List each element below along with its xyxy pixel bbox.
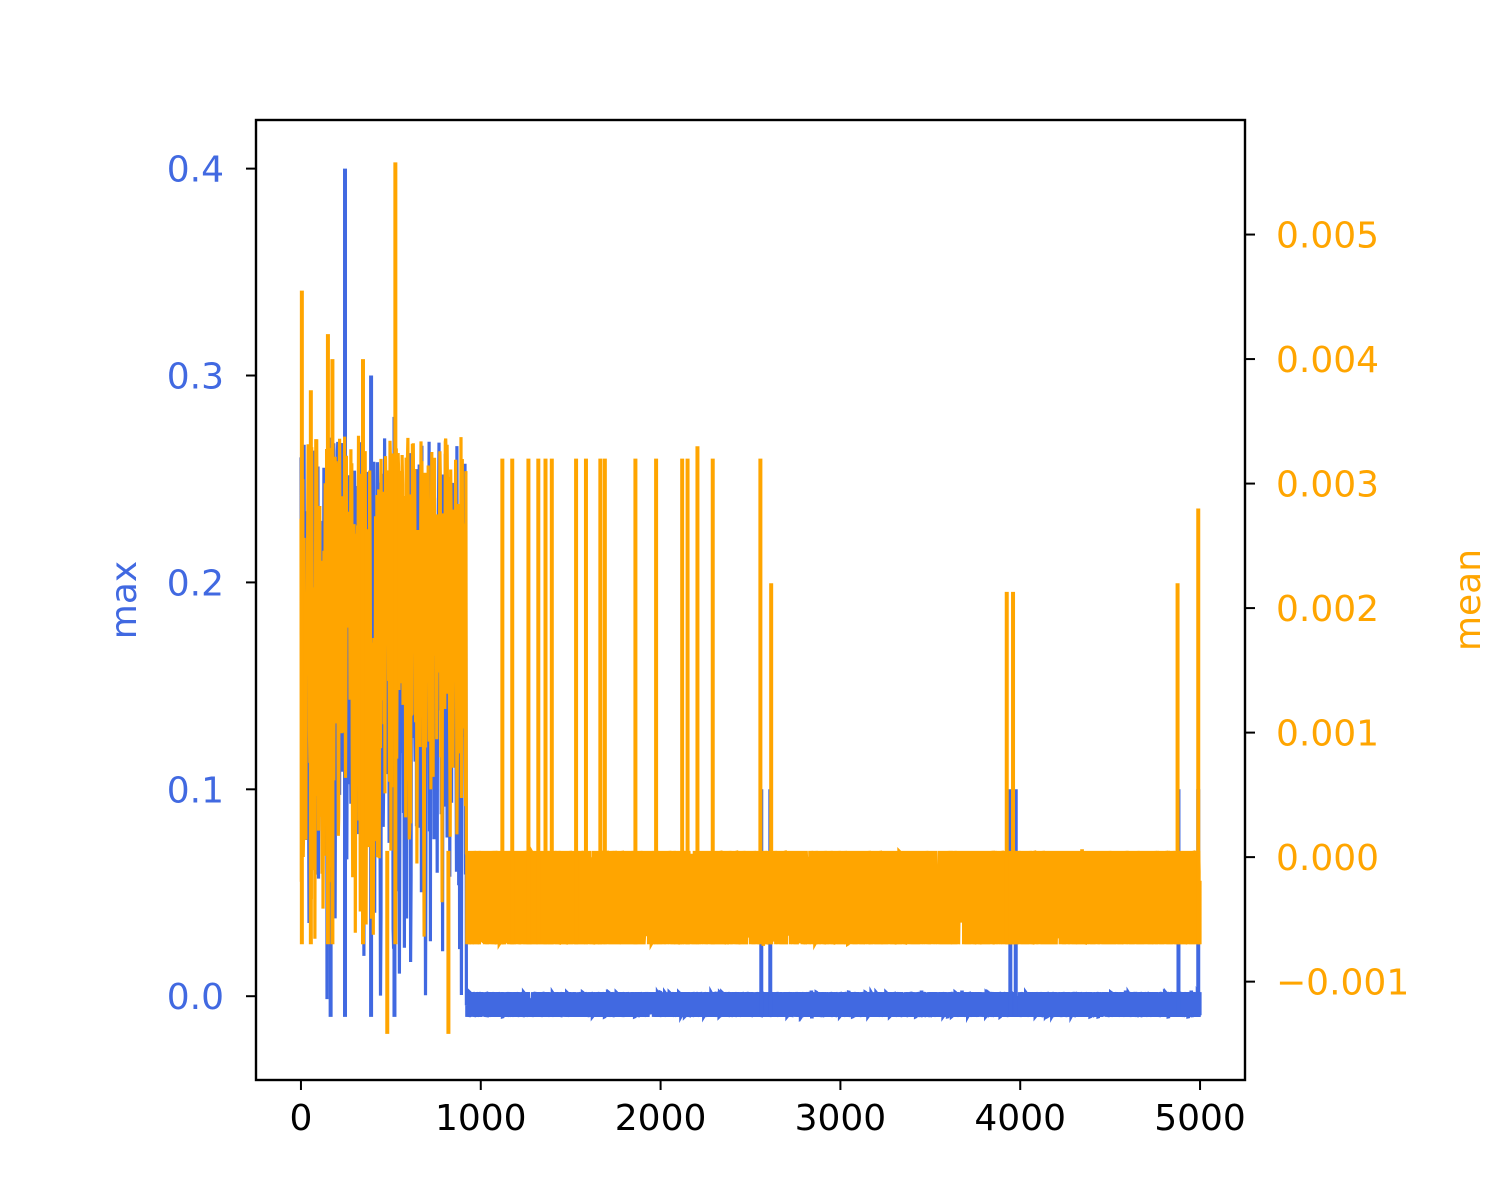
y-right-tick-label: 0.003: [1276, 465, 1379, 506]
y-axis-right-label: mean: [1448, 549, 1489, 651]
y-axis-left-label: max: [104, 561, 145, 639]
y-axis-right: −0.001 0.000 0.001 0.002 0.003 0.004 0.005: [1245, 216, 1409, 1004]
series-line-max: [299, 438, 1202, 1024]
y-left-tick-label: 0.1: [167, 770, 224, 811]
x-tick-label: 1000: [435, 1098, 527, 1139]
x-tick-label: 5000: [1154, 1098, 1246, 1139]
series-mean: [299, 162, 1202, 1034]
y-right-tick-label: 0.004: [1276, 340, 1379, 381]
x-tick-label: 2000: [615, 1098, 707, 1139]
y-left-tick-label: 0.3: [167, 357, 224, 398]
y-right-tick-label: 0.002: [1276, 589, 1379, 630]
x-tick-label: 4000: [974, 1098, 1066, 1139]
y-axis-left: 0.0 0.1 0.2 0.3 0.4: [167, 150, 256, 1018]
y-right-tick-label: −0.001: [1276, 963, 1409, 1004]
y-left-tick-label: 0.0: [167, 977, 224, 1018]
y-right-tick-label: 0.000: [1276, 838, 1379, 879]
y-left-tick-label: 0.2: [167, 563, 224, 604]
series-line-mean: [299, 435, 1202, 951]
y-left-tick-label: 0.4: [167, 150, 224, 191]
y-right-tick-label: 0.005: [1276, 216, 1379, 257]
y-right-tick-label: 0.001: [1276, 714, 1379, 755]
x-axis: 0 1000 2000 3000 4000 5000: [290, 1080, 1246, 1139]
x-tick-label: 0: [290, 1098, 313, 1139]
series-layer: [299, 162, 1202, 1034]
plot-frame: [254, 118, 1247, 1082]
x-tick-label: 3000: [795, 1098, 887, 1139]
